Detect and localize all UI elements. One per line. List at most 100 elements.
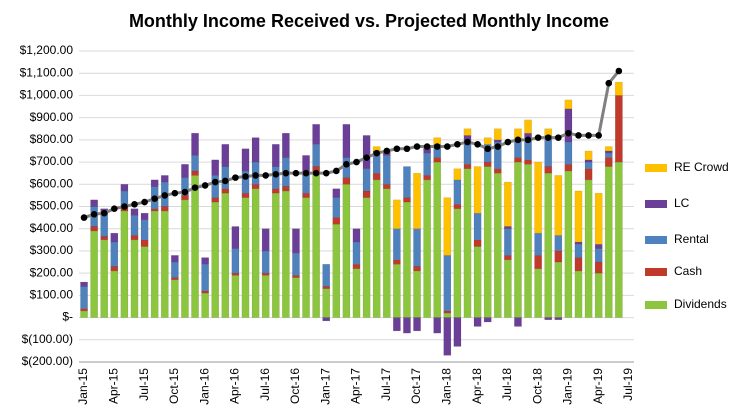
line-marker: [302, 169, 310, 177]
bar-segment: [211, 201, 220, 318]
bar-segment: [80, 308, 88, 312]
bar-segment: [574, 244, 583, 258]
bar-segment: [352, 268, 361, 318]
legend-swatch: [645, 301, 667, 309]
bar-segment: [282, 132, 290, 158]
bar-segment: [241, 197, 250, 318]
chart-title: Monthly Income Received vs. Projected Mo…: [129, 11, 609, 31]
bar-segment: [282, 186, 290, 192]
line-marker: [131, 200, 138, 208]
x-tick-label: Jul-15: [137, 368, 151, 401]
line-marker: [494, 143, 502, 150]
bar-segment: [292, 275, 300, 278]
line-marker: [524, 136, 532, 144]
bar-segment: [302, 192, 310, 198]
line-marker: [262, 172, 269, 179]
line-marker: [575, 132, 582, 139]
line-marker: [353, 158, 360, 166]
x-tick-label: Oct-15: [167, 368, 181, 404]
bar-segment: [271, 188, 280, 194]
line-marker: [252, 172, 259, 179]
x-tick-label: Jul-18: [500, 368, 514, 401]
bar-segment: [524, 159, 532, 165]
bar-segment: [251, 188, 260, 318]
x-tick-label: Jul-19: [621, 368, 635, 401]
y-tick-label: $300.00: [30, 243, 74, 257]
bar-segment: [90, 199, 98, 207]
bar-segment: [322, 288, 331, 318]
x-tick-label: Apr-18: [470, 368, 484, 404]
bar-segment: [604, 146, 613, 152]
bar-segment: [181, 195, 189, 201]
bar-segment: [211, 197, 220, 203]
bar-segment: [221, 166, 230, 189]
x-tick-label: Apr-16: [228, 368, 242, 404]
line-marker: [544, 134, 552, 141]
bar-segment: [201, 264, 209, 292]
bar-segment: [332, 217, 341, 225]
bar-segment: [342, 124, 351, 158]
bar-segment: [100, 236, 109, 241]
line-marker: [151, 195, 158, 203]
bar-segment: [514, 161, 522, 318]
bar-segment: [554, 250, 563, 263]
bar-segment: [110, 270, 119, 318]
line-marker: [383, 147, 391, 155]
line-marker: [534, 134, 542, 141]
bar-segment: [322, 317, 331, 322]
bar-segment: [604, 150, 613, 154]
bar-segment: [332, 197, 341, 218]
bar-segment: [493, 172, 502, 318]
bar-segment: [524, 119, 532, 134]
x-tick-label: Jan-18: [439, 368, 453, 405]
y-tick-label: $700.00: [30, 154, 74, 168]
bar-segment: [493, 139, 502, 143]
x-tick-label: Jul-16: [258, 368, 272, 401]
bar-segment: [382, 184, 391, 189]
bar-segment: [261, 275, 270, 318]
bar-segment: [594, 272, 603, 318]
bar-segment: [544, 166, 553, 174]
y-tick-label: $(200.00): [22, 354, 73, 368]
bar-segment: [463, 164, 472, 169]
bar-segment: [443, 312, 452, 318]
bar-segment: [150, 210, 159, 318]
line-marker: [141, 198, 148, 206]
line-marker: [100, 209, 108, 217]
bar-segment: [362, 168, 371, 192]
line-marker: [484, 145, 491, 153]
bar-segment: [473, 246, 482, 318]
line-marker: [171, 189, 179, 197]
bar-segment: [534, 232, 542, 256]
bar-segment: [282, 190, 290, 318]
bar-segment: [130, 239, 139, 318]
bar-segment: [473, 212, 482, 241]
bar-segment: [514, 317, 522, 327]
bar-segment: [493, 128, 502, 141]
bar-segment: [181, 199, 189, 318]
bar-segment: [423, 152, 431, 176]
bar-segment: [615, 161, 623, 318]
bar-segment: [130, 235, 139, 241]
x-tick-label: Jan-15: [76, 368, 90, 405]
bar-segment: [191, 170, 199, 176]
bar-segment: [231, 248, 240, 274]
line-marker: [272, 170, 280, 178]
line-marker: [242, 173, 249, 180]
bar-segment: [322, 264, 331, 287]
x-tick-label: Oct-18: [530, 368, 544, 404]
bar-segment: [564, 108, 573, 143]
bar-segment: [251, 137, 260, 163]
bar-segment: [271, 166, 280, 189]
bar-segment: [302, 197, 310, 318]
bar-segment: [594, 261, 603, 274]
bar-segment: [534, 268, 542, 318]
bar-segment: [433, 317, 442, 334]
bar-segment: [332, 188, 341, 198]
line-marker: [464, 138, 471, 146]
bar-segment: [544, 317, 553, 321]
legend-label: Dividends: [674, 297, 727, 311]
bar-segment: [110, 266, 119, 272]
line-marker: [181, 188, 189, 196]
